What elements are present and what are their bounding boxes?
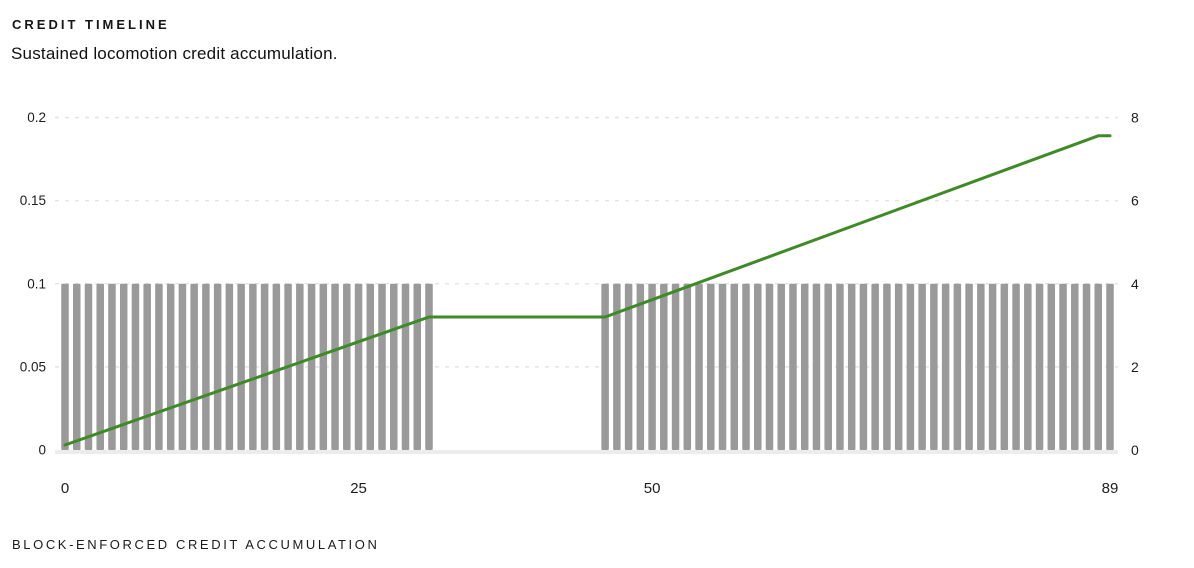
- block-step-bar: [1082, 283, 1091, 450]
- right-axis-tick-label: 2: [1131, 359, 1139, 375]
- block-step-bar: [941, 283, 950, 450]
- block-step-bar: [425, 283, 433, 450]
- block-step-bar: [660, 283, 668, 450]
- block-step-bar: [977, 283, 985, 450]
- block-step-bar: [202, 283, 210, 450]
- block-step-bar: [777, 283, 785, 450]
- block-step-bar: [237, 283, 245, 450]
- block-step-bar: [683, 283, 692, 450]
- left-axis-tick-label: 0.15: [20, 193, 46, 208]
- block-step-bar: [847, 283, 856, 450]
- block-step-bar: [754, 283, 762, 450]
- block-step-bar: [1071, 283, 1079, 450]
- left-axis-tick-label: 0.1: [27, 276, 46, 291]
- block-step-bar: [812, 283, 821, 450]
- block-step-bar: [906, 283, 915, 450]
- block-step-bar: [648, 283, 656, 450]
- block-step-bar: [296, 283, 304, 450]
- block-step-bar: [636, 283, 645, 450]
- block-step-bar: [707, 283, 715, 450]
- block-step-bar: [800, 283, 809, 450]
- block-step-bar: [225, 283, 234, 450]
- block-step-bar: [190, 283, 198, 450]
- block-step-bar: [894, 283, 903, 450]
- block-step-bar: [213, 283, 222, 450]
- block-step-bar: [401, 283, 410, 450]
- block-step-bar: [84, 283, 93, 450]
- right-axis-tick-label: 6: [1131, 193, 1139, 209]
- x-axis-tick-label: 25: [350, 480, 367, 497]
- right-axis-tick-label: 4: [1131, 276, 1139, 292]
- right-axis-tick-label: 0: [1131, 442, 1139, 458]
- block-step-bar: [413, 283, 421, 450]
- block-step-bar: [178, 283, 187, 450]
- block-step-bar: [742, 283, 750, 450]
- block-step-bar: [1035, 283, 1044, 450]
- block-step-bar: [953, 283, 962, 450]
- block-step-bar: [354, 283, 363, 450]
- block-step-bar: [319, 283, 328, 450]
- block-step-bar: [1047, 283, 1056, 450]
- block-step-bar: [624, 283, 633, 450]
- left-axis-tick-label: 0.05: [20, 359, 46, 374]
- block-step-bar: [143, 283, 151, 450]
- block-step-bar: [765, 283, 774, 450]
- chart-footer-label: BLOCK-ENFORCED CREDIT ACCUMULATION: [12, 537, 380, 552]
- block-step-bar: [61, 283, 69, 450]
- axis-baseline: [55, 450, 1118, 454]
- block-step-bar: [155, 283, 163, 450]
- block-step-bar: [930, 283, 938, 450]
- block-step-bar: [249, 283, 257, 450]
- block-step-bar: [366, 283, 375, 450]
- block-step-bar: [1012, 283, 1020, 450]
- block-step-bar: [1024, 283, 1032, 450]
- block-step-bar: [119, 283, 128, 450]
- left-axis-tick-label: 0: [38, 443, 46, 458]
- block-step-bar: [307, 283, 316, 450]
- block-step-bar: [1000, 283, 1009, 450]
- block-step-bar: [390, 283, 398, 450]
- block-step-bar: [789, 283, 797, 450]
- block-step-bar: [613, 283, 621, 450]
- block-step-bar: [272, 283, 281, 450]
- left-axis-tick-label: 0.2: [27, 110, 46, 125]
- block-step-bar: [1059, 283, 1067, 450]
- x-axis-tick-label: 50: [644, 480, 661, 497]
- x-axis-tick-label: 0: [61, 480, 69, 497]
- block-step-bar: [96, 283, 104, 450]
- block-step-bar: [695, 283, 703, 450]
- block-step-bar: [824, 283, 832, 450]
- block-step-bar: [871, 283, 879, 450]
- right-axis-tick-label: 8: [1131, 110, 1139, 126]
- credit-line: [63, 134, 1112, 447]
- block-step-bar: [131, 283, 140, 450]
- block-step-bar: [836, 283, 844, 450]
- block-step-bar: [331, 283, 339, 450]
- block-step-bar: [859, 283, 868, 450]
- block-step-bar: [1094, 283, 1103, 450]
- chart-subtitle: Sustained locomotion credit accumulation…: [11, 44, 338, 63]
- block-step-bar: [1106, 283, 1114, 450]
- block-step-bar: [343, 283, 351, 450]
- block-step-bar: [72, 283, 81, 450]
- block-step-bar: [601, 283, 609, 450]
- chart-title: CREDIT TIMELINE: [12, 17, 170, 32]
- block-step-bar: [965, 283, 973, 450]
- block-step-bar: [718, 283, 727, 450]
- block-step-bar: [883, 283, 891, 450]
- block-step-bar: [166, 283, 175, 450]
- block-step-bar: [730, 283, 739, 450]
- block-step-bar: [918, 283, 926, 450]
- x-axis-tick-label: 89: [1102, 480, 1119, 497]
- block-step-bar: [108, 283, 116, 450]
- block-step-bar: [988, 283, 997, 450]
- block-step-bar: [671, 283, 680, 450]
- block-step-bar: [260, 283, 269, 450]
- block-step-bar: [378, 283, 386, 450]
